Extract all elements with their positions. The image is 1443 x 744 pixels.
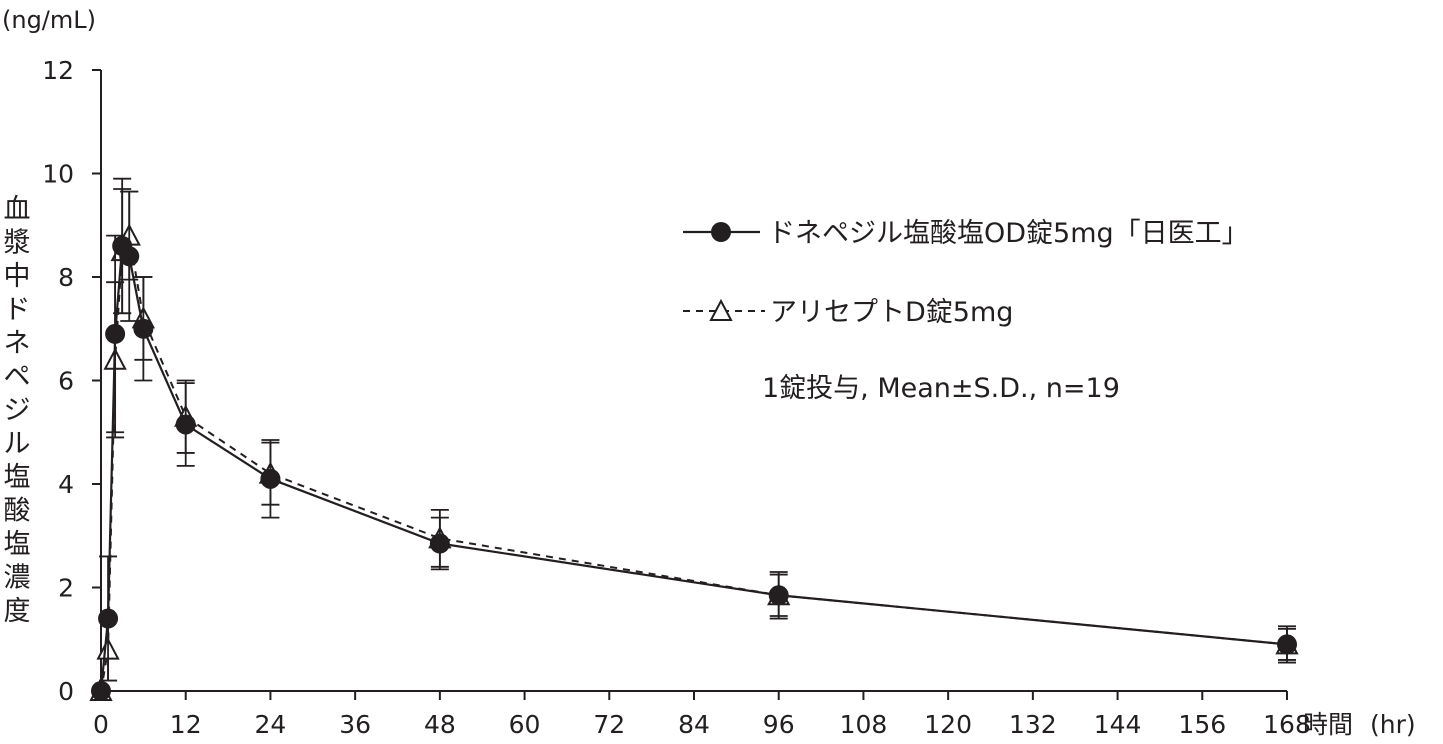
series-2 — [89, 188, 1299, 701]
y-tick-label: 4 — [58, 470, 74, 499]
series-1-point — [260, 468, 281, 489]
legend-series2-marker — [709, 298, 733, 321]
x-tick-label: 0 — [93, 710, 109, 739]
series-1-point — [119, 246, 140, 267]
legend: ドネペジル塩酸塩OD錠5mg「日医工」 アリセプトD錠5mg 1錠投与, Mea… — [683, 218, 1249, 404]
y-tick-label: 2 — [58, 574, 74, 603]
x-tick-label: 72 — [593, 710, 625, 739]
x-tick-label: 36 — [339, 710, 371, 739]
legend-series1-label: ドネペジル塩酸塩OD錠5mg「日医工」 — [768, 218, 1249, 249]
x-tick-label: 96 — [763, 710, 795, 739]
legend-series2-label: アリセプトD錠5mg — [770, 297, 1013, 328]
y-unit-label: (ng/mL) — [2, 6, 96, 34]
y-tick-label: 0 — [58, 677, 74, 706]
y-tick-label: 8 — [58, 263, 74, 292]
series-1-point — [1277, 634, 1297, 655]
x-tick-label: 120 — [924, 710, 972, 739]
x-tick-label: 48 — [424, 710, 456, 739]
series-1-point — [175, 414, 196, 435]
x-tick-label: 168 — [1263, 710, 1311, 739]
series-1-line — [99, 242, 1288, 692]
series-1-point — [91, 681, 111, 701]
x-tick-label: 132 — [1009, 710, 1057, 739]
legend-series1-marker — [711, 222, 731, 242]
y-tick-label: 12 — [42, 56, 74, 85]
x-tick-label: 108 — [840, 710, 888, 739]
series-1 — [91, 177, 1297, 701]
y-axis-label: 血漿中ドネペジル塩酸塩濃度 — [4, 194, 31, 627]
x-ticks: 0 12 24 36 48 60 72 84 96 108 120 132 144 156 168 — [93, 691, 1311, 739]
x-unit-label: (hr) — [1370, 710, 1416, 739]
series-2-line — [100, 232, 1288, 692]
x-tick-label: 156 — [1178, 710, 1226, 739]
y-ticks: 0 2 4 6 8 10 12 — [42, 56, 101, 706]
series-1-point — [768, 585, 789, 606]
series-1-point — [98, 608, 119, 629]
dosing-note: 1錠投与, Mean±S.D., n=19 — [762, 373, 1120, 404]
series-1-point — [105, 323, 126, 344]
x-tick-label: 84 — [678, 710, 710, 739]
y-tick-label: 10 — [42, 160, 74, 189]
y-tick-label: 6 — [58, 367, 74, 396]
series-layer — [89, 177, 1299, 701]
x-tick-label: 60 — [509, 710, 541, 739]
x-tick-label: 144 — [1094, 710, 1142, 739]
x-axis-label: 時間 — [1303, 710, 1353, 739]
x-tick-label: 24 — [255, 710, 287, 739]
series-1-point — [133, 318, 154, 339]
series-1-point — [429, 533, 450, 554]
x-tick-label: 12 — [170, 710, 202, 739]
